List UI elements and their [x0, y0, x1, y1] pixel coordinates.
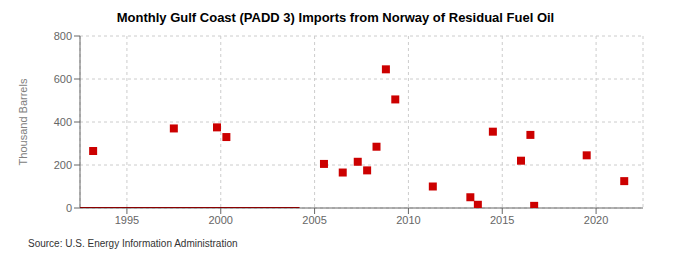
- html-text:Monthly Gulf Coast (PADD 3) Im: Monthly Gulf Coast (PADD 3) Imports from…: [116, 10, 555, 25]
- svg-text:2020: 2020: [584, 214, 608, 226]
- svg-text:400: 400: [54, 116, 72, 128]
- svg-text:2000: 2000: [209, 214, 233, 226]
- svg-text:2005: 2005: [302, 214, 326, 226]
- svg-text:1995: 1995: [115, 214, 139, 226]
- svg-text:2015: 2015: [490, 214, 514, 226]
- svg-text:600: 600: [54, 73, 72, 85]
- svg-text:200: 200: [54, 159, 72, 171]
- svg-text:Thousand Barrels: Thousand Barrels: [17, 78, 29, 165]
- svg-text:800: 800: [54, 30, 72, 42]
- html-text:Source: U.S. Energy Informatio: Source: U.S. Energy Information Administ…: [28, 238, 238, 249]
- svg-text:0: 0: [66, 202, 72, 214]
- svg-text:2010: 2010: [396, 214, 420, 226]
